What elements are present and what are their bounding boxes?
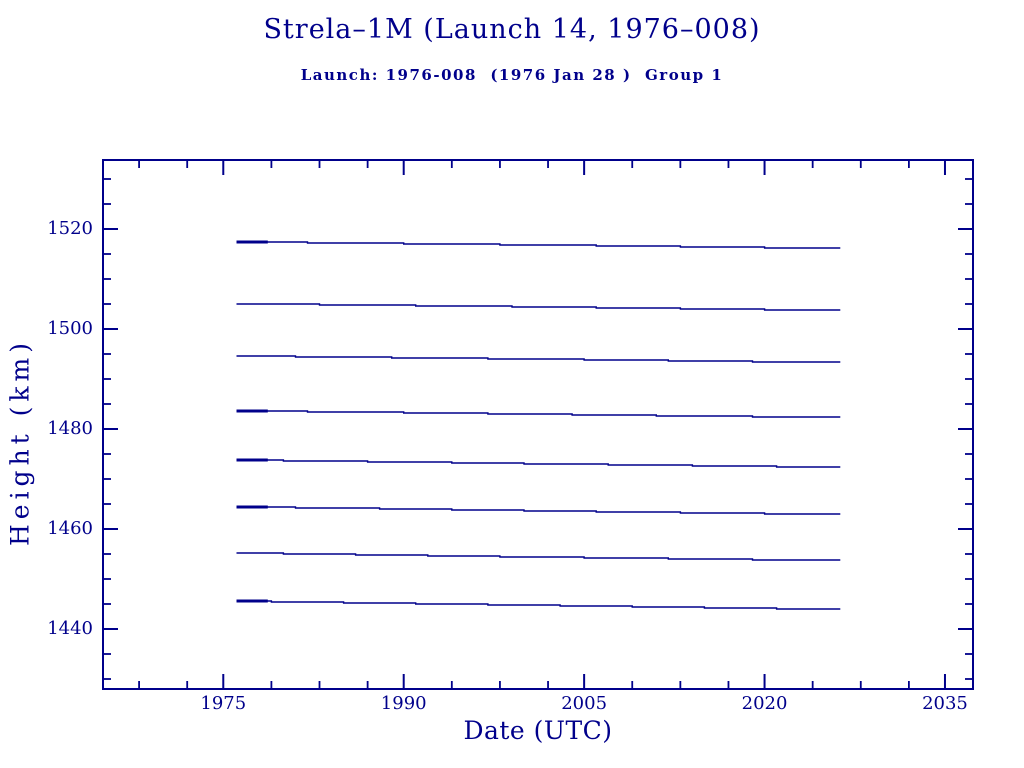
y-tick-label-1460: 1460 — [47, 518, 93, 539]
x-tick-label-2035: 2035 — [922, 693, 968, 714]
y-tick-label-1500: 1500 — [47, 318, 93, 339]
height-line-sat-8 — [236, 600, 841, 610]
height-line-sat-4 — [236, 410, 841, 418]
x-axis-label: Date (UTC) — [463, 716, 613, 745]
plot-frame — [102, 159, 974, 690]
chart-subtitle: Launch: 1976-008 (1976 Jan 28 ) Group 1 — [300, 66, 724, 84]
height-line-sat-3 — [236, 355, 841, 363]
height-line-sat-2 — [236, 303, 841, 311]
y-tick-label-1440: 1440 — [47, 618, 93, 639]
y-axis-label: Height (km) — [5, 337, 35, 547]
height-line-sat-5 — [236, 459, 841, 468]
y-tick-label-1520: 1520 — [47, 218, 93, 239]
height-line-sat-6 — [236, 506, 841, 515]
y-tick-label-1480: 1480 — [47, 418, 93, 439]
chart-title: Strela–1M (Launch 14, 1976–008) — [263, 14, 761, 45]
height-line-sat-1 — [236, 241, 841, 249]
x-tick-label-2005: 2005 — [561, 693, 608, 714]
height-line-sat-7 — [236, 552, 841, 561]
x-tick-label-2020: 2020 — [741, 693, 788, 714]
x-tick-label-1990: 1990 — [380, 693, 427, 714]
x-tick-label-1975: 1975 — [200, 693, 247, 714]
